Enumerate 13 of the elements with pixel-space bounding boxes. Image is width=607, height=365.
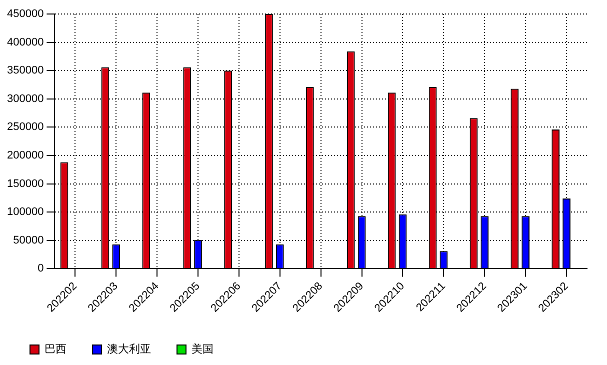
y-tick-label: 50000 [13,234,44,246]
y-tick-label: 300000 [6,92,44,105]
y-tick-label: 100000 [6,206,44,218]
legend-label: 巴西 [44,342,66,356]
y-tick-label: 400000 [6,36,44,48]
y-tick-label: 200000 [6,150,44,162]
y-tick-label: 150000 [6,178,44,190]
y-tick-label: 450000 [6,8,44,20]
y-tick-label: 350000 [6,64,44,77]
y-tick-label: 250000 [6,121,44,134]
y-tick-label: 0 [38,262,44,275]
legend-label: 美国 [192,342,214,356]
legend-label: 澳大利亚 [107,342,151,356]
